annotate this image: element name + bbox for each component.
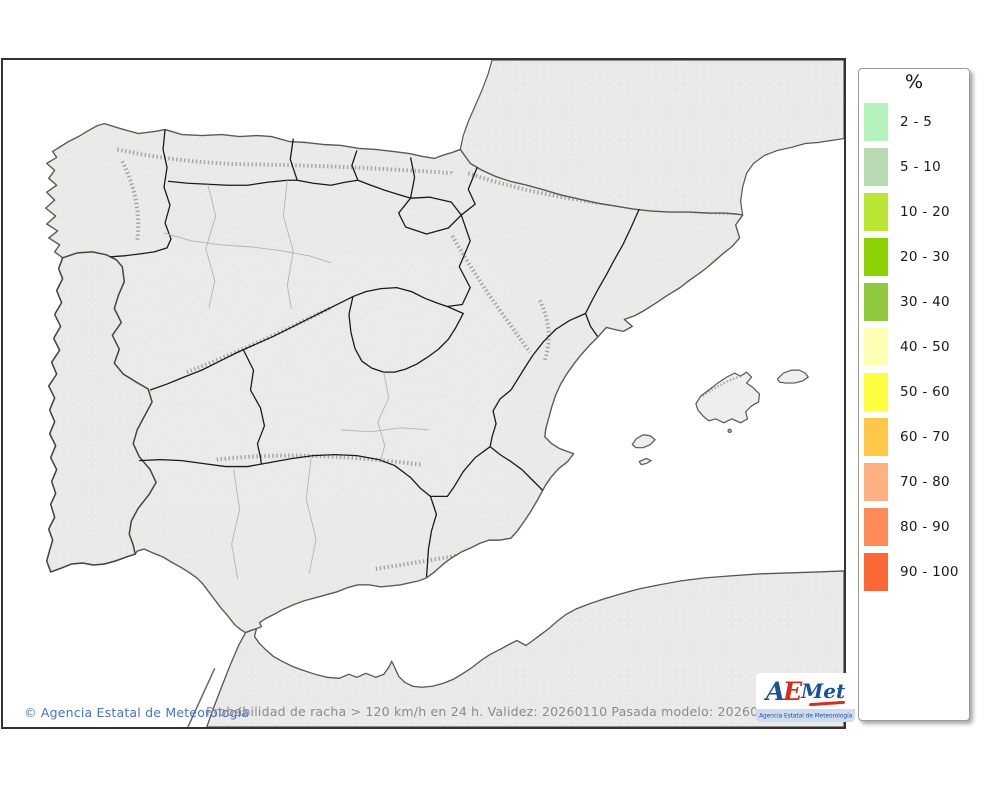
legend-swatch xyxy=(864,327,888,366)
copyright-text: © Agencia Estatal de Meteorología xyxy=(24,705,250,720)
menorca xyxy=(776,369,809,384)
mallorca xyxy=(695,371,761,424)
legend-item: 70 - 80 xyxy=(859,459,969,504)
legend-swatch xyxy=(864,507,888,546)
legend-item: 10 - 20 xyxy=(859,189,969,234)
legend-label: 50 - 60 xyxy=(900,383,950,400)
formentera xyxy=(638,458,652,466)
balearic-islands xyxy=(631,369,809,466)
legend-label: 10 - 20 xyxy=(900,203,950,220)
legend-label: 90 - 100 xyxy=(900,563,959,580)
legend-swatch xyxy=(864,282,888,321)
spain-relief-map xyxy=(3,60,844,727)
legend-label: 40 - 50 xyxy=(900,338,950,355)
ibiza xyxy=(631,434,656,449)
legend-label: 80 - 90 xyxy=(900,518,950,535)
logo-subtitle: Agencia Estatal de Meteorología xyxy=(758,712,853,719)
legend-swatch xyxy=(864,417,888,456)
footer-separator xyxy=(187,668,216,727)
legend-title: % xyxy=(904,71,924,93)
legend-panel: % 2 - 5 5 - 10 10 - 20 20 - 30 30 - 40 4… xyxy=(858,68,970,721)
province-borders xyxy=(163,180,429,579)
legend-item: 20 - 30 xyxy=(859,234,969,279)
legend-label: 30 - 40 xyxy=(900,293,950,310)
legend-label: 5 - 10 xyxy=(900,158,942,175)
legend-item: 40 - 50 xyxy=(859,324,969,369)
legend-item: 90 - 100 xyxy=(859,549,969,594)
cabrera xyxy=(727,428,732,433)
aemet-logo: A E Met Agencia Estatal de Meteorología xyxy=(756,673,855,722)
legend-item: 60 - 70 xyxy=(859,414,969,459)
legend-item: 80 - 90 xyxy=(859,504,969,549)
legend-label: 2 - 5 xyxy=(900,113,933,130)
africa-landmass xyxy=(206,570,844,727)
map-caption: Probabilidad de racha > 120 km/h en 24 h… xyxy=(206,704,800,719)
map-canvas xyxy=(1,58,846,729)
portugal-landmass xyxy=(45,251,157,573)
legend-item: 5 - 10 xyxy=(859,144,969,189)
legend-label: 20 - 30 xyxy=(900,248,950,265)
region-borders xyxy=(110,129,640,577)
logo-letter-a: A xyxy=(765,676,786,706)
legend-swatch xyxy=(864,552,888,591)
legend-item: 50 - 60 xyxy=(859,369,969,414)
legend-swatch xyxy=(864,237,888,276)
legend-swatch xyxy=(864,102,888,141)
legend-swatch xyxy=(864,147,888,186)
legend-item: 30 - 40 xyxy=(859,279,969,324)
legend-swatch xyxy=(864,462,888,501)
logo-letters-met: Met xyxy=(801,679,846,703)
logo-subtitle-strip: Agencia Estatal de Meteorología xyxy=(756,709,855,722)
legend-label: 70 - 80 xyxy=(900,473,950,490)
legend-swatch xyxy=(864,372,888,411)
aemet-wordmark: A E Met xyxy=(756,673,855,709)
legend-swatch xyxy=(864,192,888,231)
logo-letter-e: E xyxy=(783,676,803,706)
legend-item: 2 - 5 xyxy=(859,99,969,144)
legend-label: 60 - 70 xyxy=(900,428,950,445)
